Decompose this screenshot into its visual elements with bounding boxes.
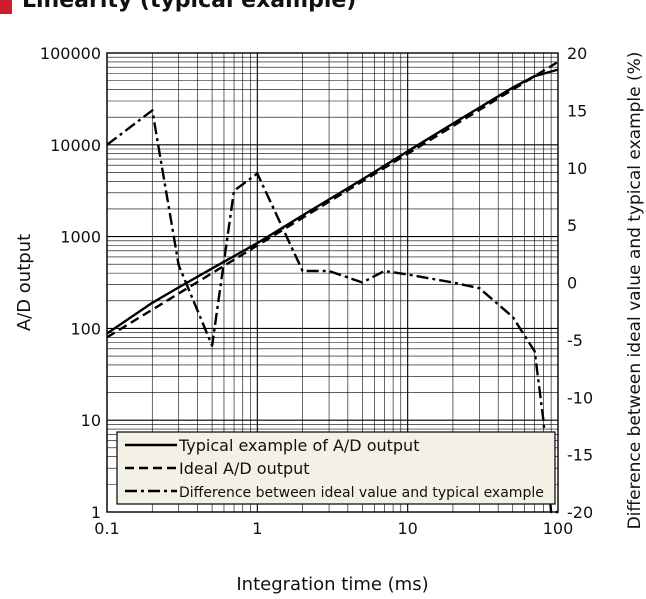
legend-item-label: Difference between ideal value and typic… (179, 485, 544, 501)
series-line-3 (106, 109, 558, 514)
y2-tick-label: 20 (567, 44, 587, 63)
y2-tick-label: 0 (567, 274, 577, 293)
y-tick-label: 10000 (50, 136, 101, 155)
y-tick-label: 1000 (60, 228, 101, 247)
series-layer (106, 60, 559, 514)
x-tick-label: 1 (252, 519, 262, 538)
legend-item-label: Typical example of A/D output (178, 436, 419, 455)
y-axis-label: A/D output (14, 234, 35, 331)
y-tick-label: 10 (81, 411, 101, 430)
legend-box (116, 431, 556, 505)
x-axis-label: Integration time (ms) (236, 574, 428, 595)
title-accent-bar (0, 0, 12, 14)
series-line-2 (106, 60, 559, 339)
series-line-1 (106, 68, 559, 335)
chart-title: Linearity (typical example) (22, 0, 357, 13)
y2-tick-label: -15 (567, 446, 593, 465)
tick-labels: 0.1 1 10 100110100100010000100000-20-15-10-… (40, 44, 593, 538)
x-tick-label: 100 (543, 519, 574, 538)
y-tick-label: 100 (70, 319, 101, 338)
legend-item-label: Ideal A/D output (179, 459, 310, 478)
y2-axis-label: Difference between ideal value and typic… (625, 52, 645, 530)
y2-tick-label: 10 (567, 159, 587, 178)
y-tick-label: 1 (91, 503, 101, 522)
y2-tick-label: 15 (567, 101, 587, 120)
legend: Typical example of A/D output Ideal A/D o… (116, 431, 556, 505)
y2-tick-label: 5 (567, 216, 577, 235)
plot-frame (106, 52, 559, 513)
y2-tick-label: -5 (567, 331, 583, 350)
y-tick-label: 100000 (40, 44, 101, 63)
x-tick-label: 0.1 (94, 519, 119, 538)
y2-tick-label: -10 (567, 388, 593, 407)
x-tick-label: 10 (397, 519, 417, 538)
y2-tick-label: -20 (567, 503, 593, 522)
